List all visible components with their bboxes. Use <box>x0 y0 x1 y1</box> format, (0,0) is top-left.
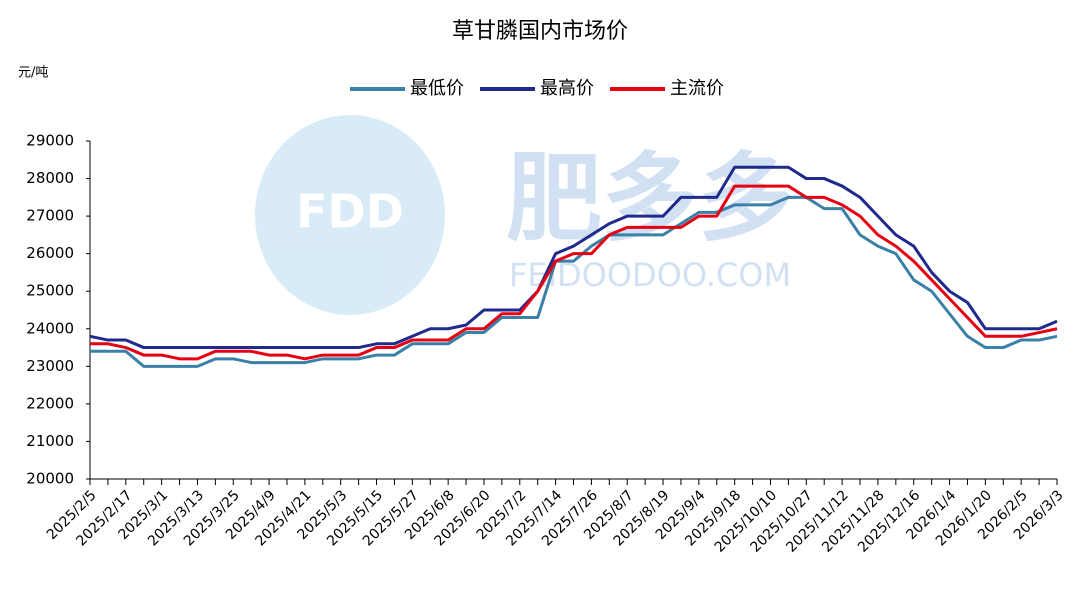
legend-label: 最高价 <box>540 78 594 99</box>
watermark-logo-text: FDD <box>296 185 404 239</box>
y-tick-label: 23000 <box>26 357 74 375</box>
y-tick-label: 24000 <box>26 319 74 337</box>
y-tick-label: 29000 <box>26 132 74 150</box>
chart-title: 草甘膦国内市场价 <box>452 19 628 44</box>
y-unit: 元/吨 <box>18 66 48 81</box>
y-tick-label: 25000 <box>26 282 74 300</box>
y-tick-label: 21000 <box>26 432 74 450</box>
y-tick-label: 20000 <box>26 470 74 488</box>
legend-label: 主流价 <box>670 78 724 99</box>
y-tick-label: 26000 <box>26 244 74 262</box>
series-line <box>90 184 1058 361</box>
y-tick-label: 28000 <box>26 169 74 187</box>
series-line <box>89 165 1058 350</box>
y-tick-label: 22000 <box>26 394 74 412</box>
watermark-name: 肥多多 <box>506 142 794 254</box>
series-line <box>90 195 1058 368</box>
watermark-logo <box>255 115 445 315</box>
legend-label: 最低价 <box>410 78 464 99</box>
y-tick-label: 27000 <box>26 207 74 225</box>
